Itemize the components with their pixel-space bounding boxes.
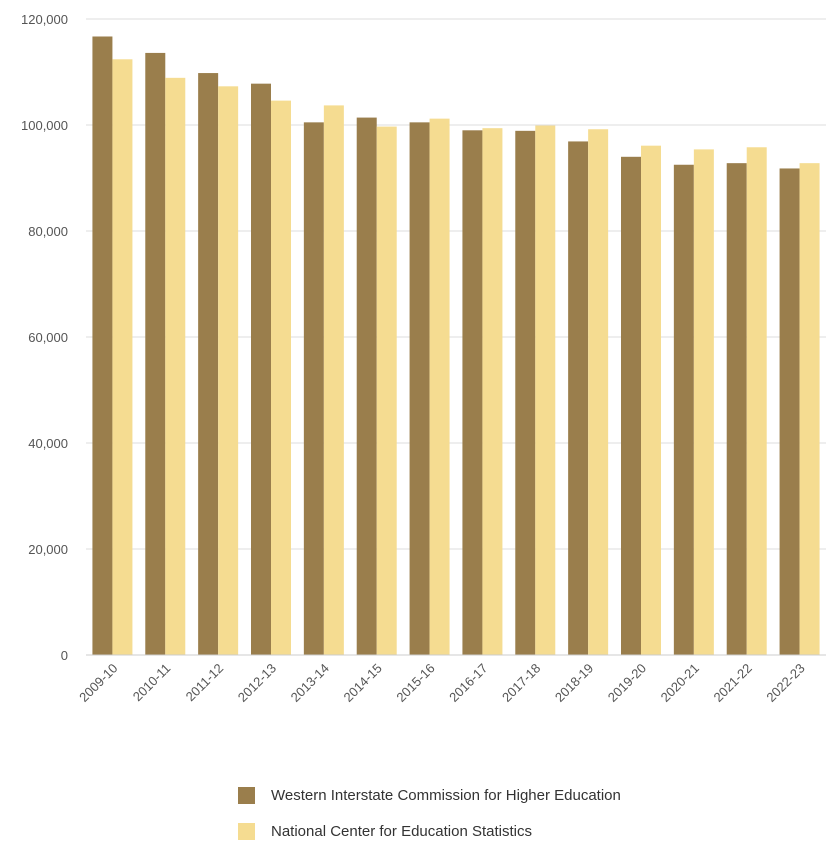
x-tick-label: 2010-11 bbox=[130, 661, 174, 705]
legend: Western Interstate Commission for Higher… bbox=[238, 784, 621, 856]
bar-nces-2015-16 bbox=[429, 118, 450, 655]
bar-wiche-2012-13 bbox=[251, 83, 271, 655]
legend-label-wiche: Western Interstate Commission for Higher… bbox=[271, 786, 621, 804]
x-tick-label: 2017-18 bbox=[499, 661, 543, 705]
bar-wiche-2017-18 bbox=[515, 130, 536, 655]
bar-wiche-2019-20 bbox=[621, 156, 641, 656]
x-tick-label: 2009-10 bbox=[76, 661, 120, 705]
x-tick-label: 2012-13 bbox=[235, 661, 279, 705]
bar-nces-2022-23 bbox=[799, 163, 820, 655]
y-tick-label: 100,000 bbox=[21, 118, 68, 133]
bar-wiche-2020-21 bbox=[673, 164, 694, 655]
bar-nces-2010-11 bbox=[165, 77, 186, 655]
bar-wiche-2015-16 bbox=[409, 122, 430, 656]
bar-nces-2009-10 bbox=[112, 59, 133, 655]
bar-wiche-2013-14 bbox=[303, 122, 324, 656]
bar-wiche-2018-19 bbox=[568, 141, 589, 655]
legend-item-wiche: Western Interstate Commission for Higher… bbox=[238, 784, 621, 806]
bar-wiche-2016-17 bbox=[462, 130, 483, 656]
bar-nces-2012-13 bbox=[271, 100, 291, 656]
bar-wiche-2011-12 bbox=[198, 73, 219, 655]
x-tick-label: 2022-23 bbox=[763, 661, 807, 705]
legend-swatch-wiche bbox=[238, 786, 255, 804]
x-tick-label: 2014-15 bbox=[340, 661, 384, 705]
x-axis-tick-labels: 2009-10 2010-11 2011-12 2012-13 2013-14 2014-… bbox=[76, 661, 807, 705]
bar-wiche-2022-23 bbox=[779, 168, 800, 655]
bar-nces-2019-20 bbox=[641, 145, 661, 656]
y-axis-tick-labels: 0 20,000 40,000 60,000 80,000 100,000 120,000 bbox=[21, 12, 68, 663]
x-tick-label: 2018-19 bbox=[552, 661, 596, 705]
gridlines bbox=[86, 18, 826, 550]
y-tick-label: 0 bbox=[61, 648, 68, 663]
legend-label-nces: National Center for Education Statistics bbox=[271, 822, 532, 840]
legend-item-nces: National Center for Education Statistics bbox=[238, 820, 621, 842]
x-tick-label: 2020-21 bbox=[658, 661, 702, 705]
y-tick-label: 120,000 bbox=[21, 12, 68, 27]
bar-nces-2013-14 bbox=[323, 105, 344, 655]
y-tick-label: 60,000 bbox=[28, 330, 68, 345]
y-tick-label: 20,000 bbox=[28, 542, 68, 557]
bar-nces-2018-19 bbox=[588, 129, 609, 656]
x-tick-label: 2015-16 bbox=[393, 661, 437, 705]
bar-nces-2021-22 bbox=[746, 147, 767, 655]
bar-nces-2020-21 bbox=[693, 149, 714, 655]
bar-nces-2017-18 bbox=[535, 125, 556, 655]
bar-nces-2014-15 bbox=[376, 126, 397, 656]
y-tick-label: 40,000 bbox=[28, 436, 68, 451]
x-tick-label: 2019-20 bbox=[605, 661, 649, 705]
bar-nces-2011-12 bbox=[218, 86, 239, 655]
bar-nces-2016-17 bbox=[482, 128, 503, 655]
bar-wiche-2010-11 bbox=[145, 52, 166, 656]
bar-wiche-2021-22 bbox=[726, 163, 747, 655]
x-tick-label: 2016-17 bbox=[446, 661, 490, 705]
bar-wiche-2009-10 bbox=[92, 36, 113, 656]
bar-wiche-2014-15 bbox=[356, 117, 377, 655]
bar-chart: 020,00040,00060,00080,000100,000120,000 … bbox=[21, 12, 826, 705]
legend-swatch-nces bbox=[238, 822, 255, 840]
bars bbox=[92, 36, 820, 656]
x-tick-label: 2013-14 bbox=[288, 661, 332, 705]
x-tick-label: 2011-12 bbox=[183, 661, 227, 705]
y-tick-label: 80,000 bbox=[28, 224, 68, 239]
x-tick-label: 2021-22 bbox=[710, 661, 754, 705]
